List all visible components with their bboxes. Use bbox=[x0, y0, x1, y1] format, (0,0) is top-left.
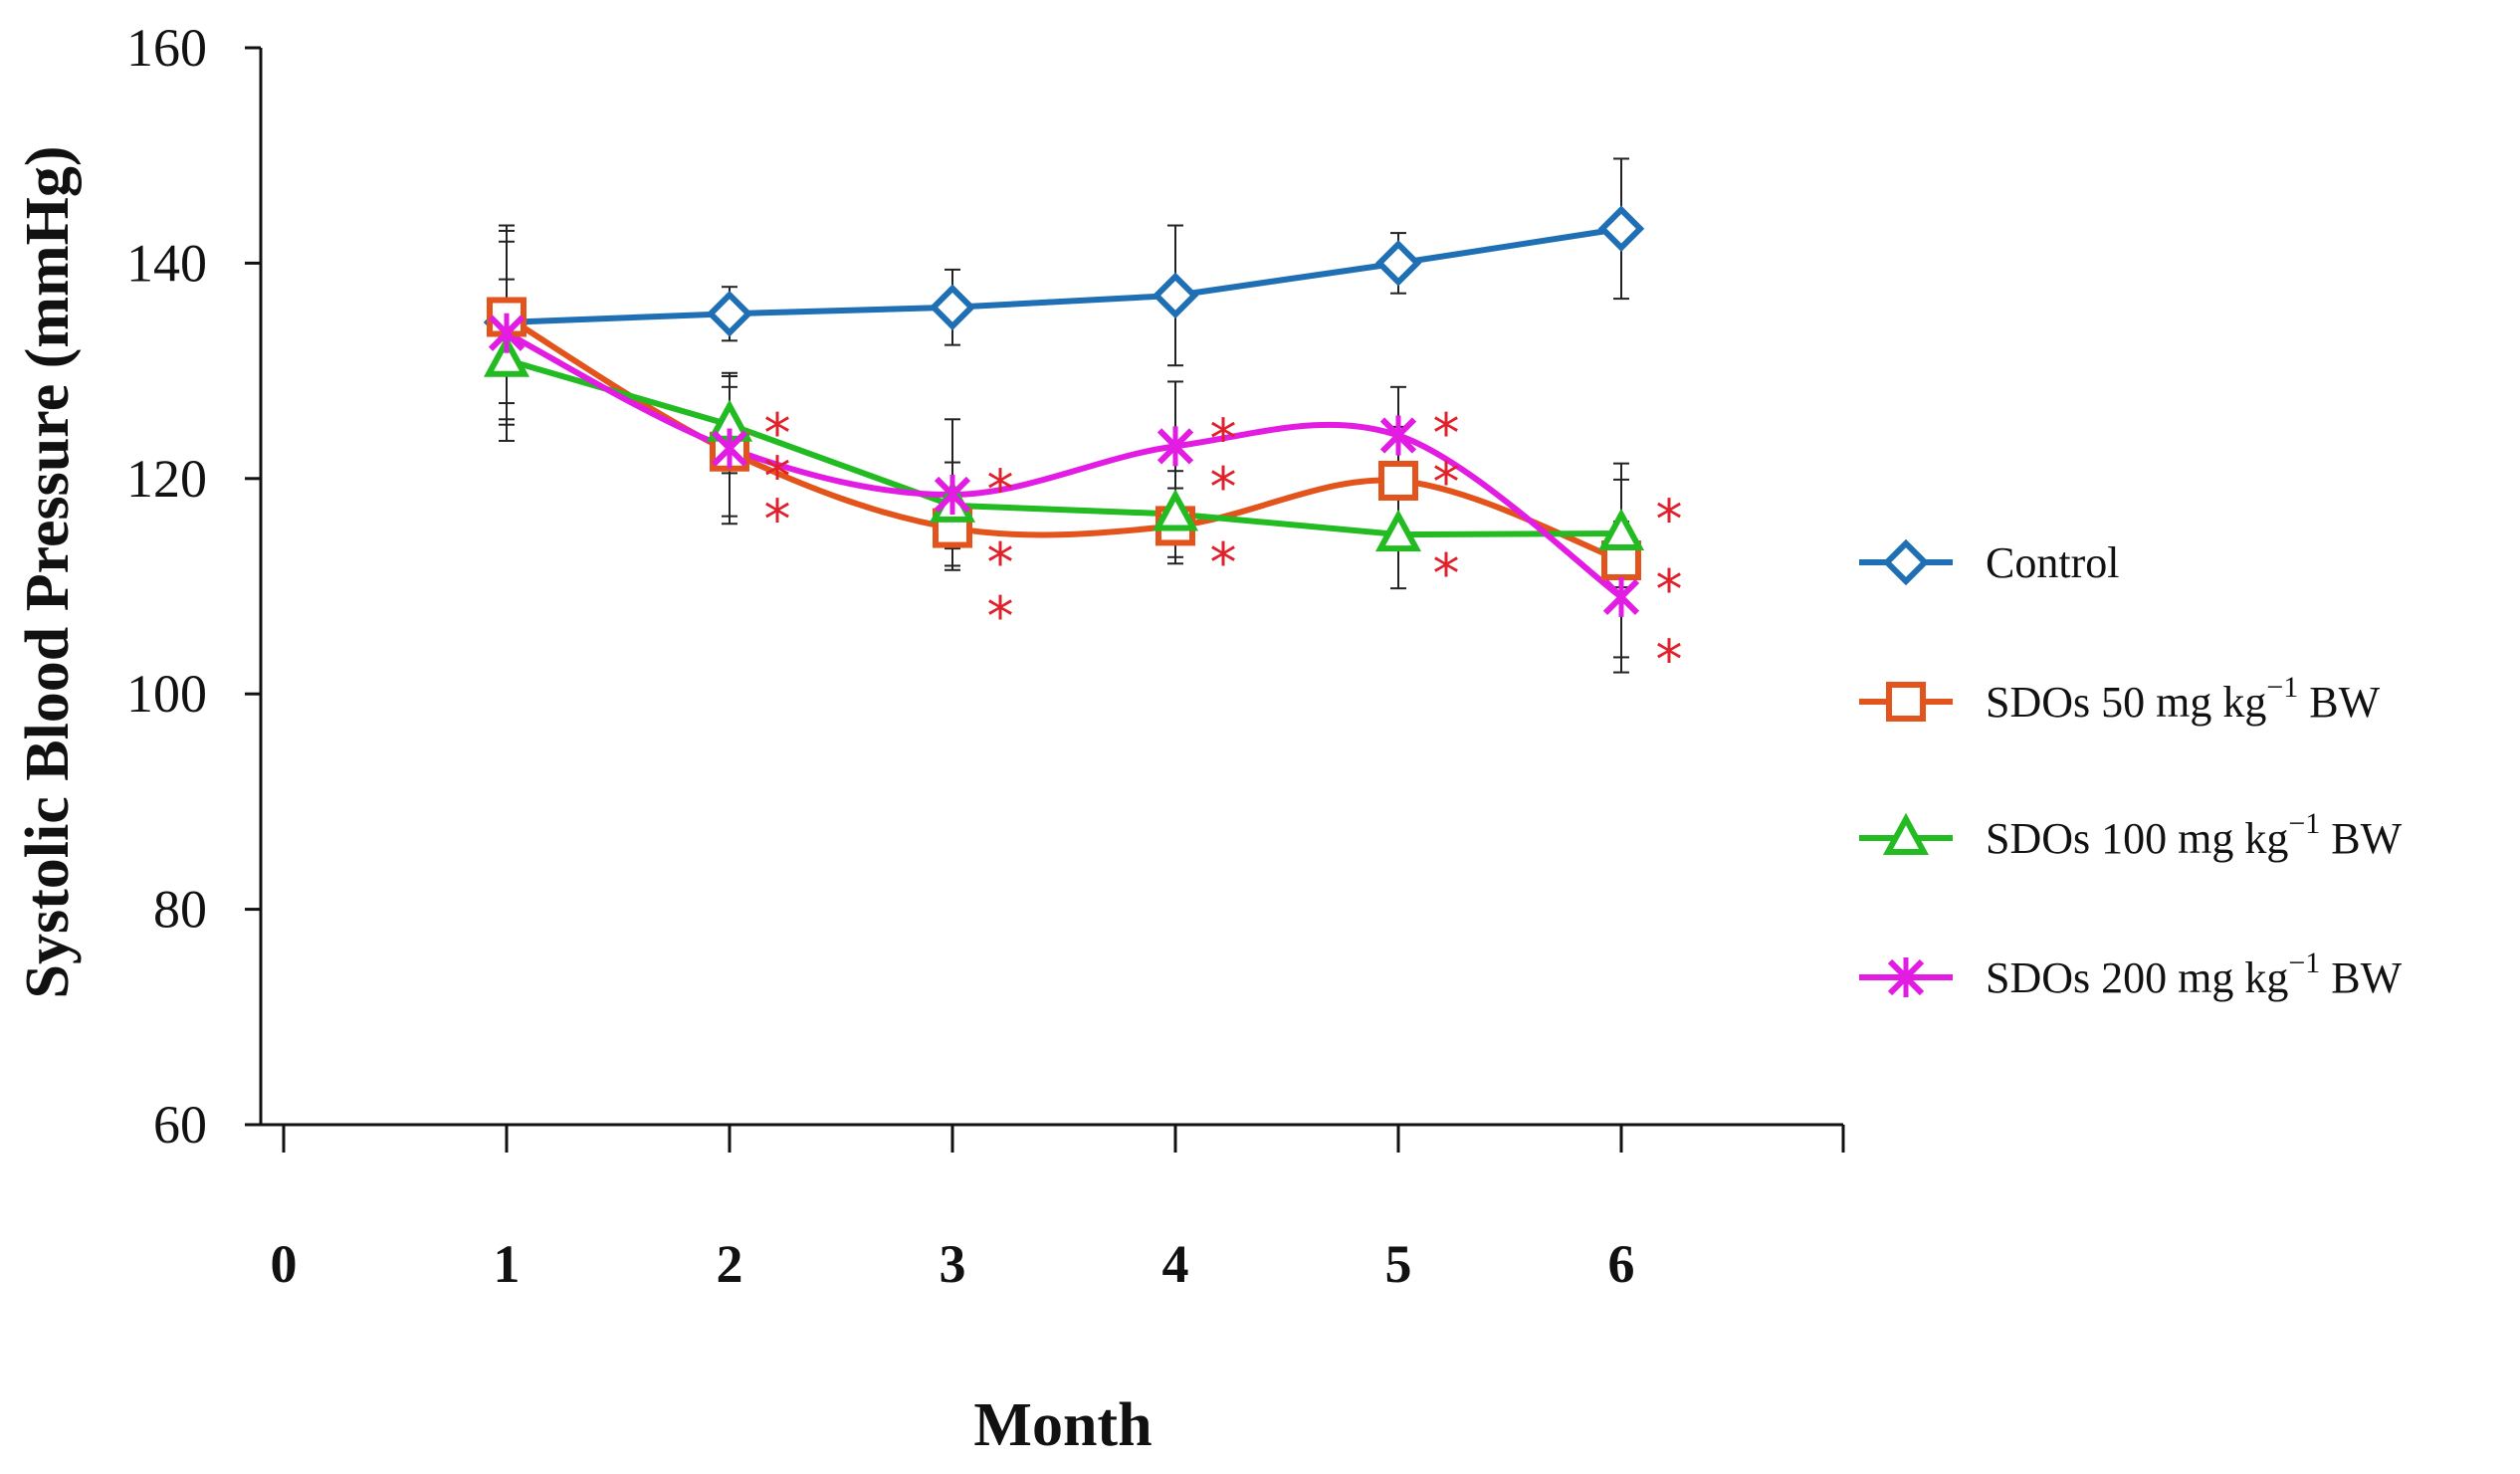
legend-label: Control bbox=[1986, 538, 2119, 587]
significance-star: * bbox=[1433, 402, 1460, 465]
diamond-marker bbox=[1374, 240, 1422, 287]
legend-label: SDOs 100 mg kg−1 BW bbox=[1986, 807, 2403, 863]
data-point-0-5 bbox=[1597, 205, 1645, 253]
significance-star: * bbox=[987, 531, 1014, 594]
series-group bbox=[483, 157, 1645, 674]
x-tick-label: 5 bbox=[1385, 1234, 1412, 1294]
significance-star: * bbox=[764, 489, 791, 551]
x-axis-ticks: 0 1 2 3 4 5 6 bbox=[271, 1125, 1845, 1294]
diamond-marker bbox=[929, 284, 976, 331]
triangle-marker bbox=[483, 334, 530, 377]
data-point-2-4 bbox=[1374, 509, 1422, 552]
significance-markers: *** ************ bbox=[764, 402, 1683, 691]
data-point-3-3 bbox=[1156, 426, 1194, 467]
error-bars-2 bbox=[499, 278, 1629, 590]
x-tick-label: 0 bbox=[271, 1234, 298, 1294]
significance-star: * bbox=[1656, 489, 1683, 551]
axes bbox=[259, 48, 1843, 1127]
x-tick-label: 2 bbox=[717, 1234, 743, 1294]
triangle-marker bbox=[1882, 812, 1930, 855]
legend-item-1: SDOs 50 mg kg−1 BW bbox=[1859, 671, 2381, 727]
y-tick-label: 60 bbox=[153, 1095, 207, 1155]
significance-star: * bbox=[1210, 531, 1237, 594]
triangle-marker bbox=[1597, 508, 1645, 550]
data-point-0-2 bbox=[929, 284, 976, 331]
y-tick-label: 140 bbox=[126, 233, 207, 293]
significance-star: * bbox=[764, 445, 791, 508]
legend-swatch-marker bbox=[1887, 957, 1925, 997]
data-point-3-1 bbox=[711, 428, 748, 469]
significance-star: * bbox=[987, 458, 1014, 521]
significance-star: * bbox=[1433, 451, 1460, 514]
data-point-0-4 bbox=[1374, 240, 1422, 287]
legend-swatch-marker bbox=[1882, 538, 1930, 586]
data-point-1-4 bbox=[1378, 460, 1418, 501]
square-marker bbox=[1886, 682, 1926, 722]
x-tick-label: 6 bbox=[1608, 1234, 1635, 1294]
data-point-0-3 bbox=[1152, 272, 1199, 319]
diamond-marker bbox=[1152, 272, 1199, 319]
diamond-marker bbox=[1882, 538, 1930, 586]
legend-swatch-marker bbox=[1882, 812, 1930, 855]
data-point-2-0 bbox=[483, 334, 530, 377]
x-tick-label: 4 bbox=[1162, 1234, 1189, 1294]
data-point-3-2 bbox=[934, 475, 971, 516]
triangle-marker bbox=[1374, 509, 1422, 552]
significance-star: * bbox=[987, 585, 1014, 648]
data-point-3-5 bbox=[1602, 576, 1640, 617]
y-tick-label: 120 bbox=[126, 449, 207, 509]
y-axis-title: Systolic Blood Pressure (mmHg) bbox=[14, 145, 82, 998]
y-tick-label: 160 bbox=[126, 18, 207, 78]
x-axis-title: Month bbox=[973, 1391, 1152, 1459]
error-bars-1 bbox=[499, 229, 1629, 659]
error-bars-3 bbox=[499, 240, 1629, 674]
series-line-2 bbox=[506, 356, 1622, 538]
data-point-2-5 bbox=[1597, 508, 1645, 550]
significance-star: * bbox=[764, 402, 791, 465]
legend-label: SDOs 50 mg kg−1 BW bbox=[1986, 671, 2381, 727]
square-marker bbox=[1378, 460, 1418, 501]
series-line-0 bbox=[506, 225, 1622, 325]
diamond-marker bbox=[1597, 205, 1645, 253]
error-bars-0 bbox=[499, 157, 1629, 421]
y-tick-label: 100 bbox=[126, 664, 207, 724]
significance-star: * bbox=[1433, 542, 1460, 605]
legend-item-0: Control bbox=[1859, 538, 2119, 587]
legend-item-3: SDOs 200 mg kg−1 BW bbox=[1859, 947, 2403, 1002]
significance-star: * bbox=[1210, 408, 1237, 471]
data-point-3-4 bbox=[1379, 415, 1417, 456]
y-axis-ticks: 60 80 100 120 140 160 bbox=[126, 18, 261, 1155]
data-point-3-0 bbox=[488, 313, 525, 353]
data-point-0-1 bbox=[706, 291, 753, 337]
diamond-marker bbox=[706, 291, 753, 337]
significance-star: * bbox=[1656, 558, 1683, 621]
significance-star: * bbox=[1656, 628, 1683, 691]
legend-item-2: SDOs 100 mg kg−1 BW bbox=[1859, 807, 2403, 863]
legend-label: SDOs 200 mg kg−1 BW bbox=[1986, 947, 2403, 1002]
legend: Control SDOs 50 mg kg−1 BW SDOs 100 mg kg−… bbox=[1859, 538, 2403, 1002]
x-tick-label: 3 bbox=[940, 1234, 966, 1294]
triangle-marker bbox=[1152, 489, 1199, 531]
data-point-2-3 bbox=[1152, 489, 1199, 531]
x-tick-label: 1 bbox=[494, 1234, 521, 1294]
series-line-3 bbox=[505, 330, 1623, 600]
significance-star: * bbox=[1210, 456, 1237, 519]
y-tick-label: 80 bbox=[153, 880, 207, 940]
legend-swatch-marker bbox=[1886, 682, 1926, 722]
